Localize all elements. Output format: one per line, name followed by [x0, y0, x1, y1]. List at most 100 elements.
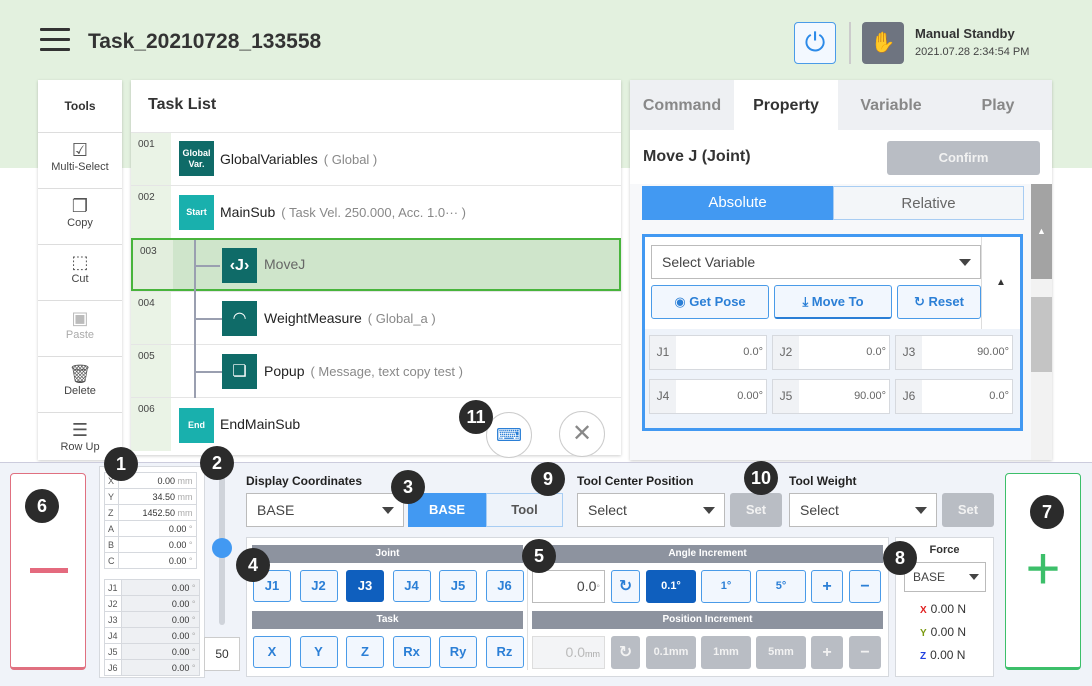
- speed-slider-handle[interactable]: [212, 538, 232, 558]
- position-increment-2-button[interactable]: 5mm: [756, 636, 806, 669]
- force-value: 0.00 N: [930, 625, 967, 639]
- target-icon: ◉: [674, 294, 690, 309]
- joint-field[interactable]: J3 90.00°: [895, 335, 1013, 370]
- multi-select-button[interactable]: ☑ Multi-Select: [38, 132, 122, 188]
- coord-base-button[interactable]: BASE: [408, 493, 486, 527]
- speed-value[interactable]: 50: [204, 637, 240, 671]
- tab-variable[interactable]: Variable: [838, 80, 944, 130]
- row-up-button[interactable]: ☰ Row Up: [38, 412, 122, 468]
- angle-reset-button[interactable]: ↻: [611, 570, 640, 603]
- coord-label: C: [104, 552, 119, 569]
- plus-icon: +: [1025, 535, 1061, 602]
- force-coord-dropdown[interactable]: BASE: [904, 562, 986, 592]
- jog-z-button[interactable]: Z: [346, 636, 384, 668]
- joint-value[interactable]: 90.00°: [854, 390, 886, 402]
- position-increment-1-button[interactable]: 1mm: [701, 636, 751, 669]
- angle-increment-2-button[interactable]: 5°: [756, 570, 806, 603]
- jog-y-button[interactable]: Y: [299, 636, 338, 668]
- joint-value[interactable]: 0.0°: [743, 346, 763, 358]
- coord-label: J6: [104, 659, 122, 676]
- keyboard-button[interactable]: ⌨: [486, 412, 532, 458]
- scroll-up-button[interactable]: ▲: [1031, 184, 1052, 279]
- jog-j6-button[interactable]: J6: [485, 570, 524, 602]
- jog-j5-button[interactable]: J5: [439, 570, 477, 602]
- joint-field[interactable]: J6 0.0°: [895, 379, 1013, 414]
- jog-j4-button[interactable]: J4: [392, 570, 431, 602]
- angle-increment-input[interactable]: 0.0°: [532, 570, 605, 603]
- paste-button[interactable]: ▣ Paste: [38, 300, 122, 356]
- tcp-set-button[interactable]: Set: [730, 493, 782, 527]
- coord-value: 0.00 °: [120, 627, 200, 644]
- get-pose-button[interactable]: ◉ Get Pose: [651, 285, 769, 319]
- move-to-button[interactable]: ⤓ Move To: [774, 285, 892, 319]
- value: 0.00: [171, 598, 190, 609]
- close-button[interactable]: ✕: [559, 411, 605, 457]
- joint-value[interactable]: 90.00°: [977, 346, 1009, 358]
- force-value: 0.00 N: [930, 602, 967, 616]
- position-increment-3-button[interactable]: +: [811, 636, 843, 669]
- gauge-icon: ◠: [222, 301, 257, 336]
- angle-increment-4-button[interactable]: −: [849, 570, 881, 603]
- jog-ry-button[interactable]: Ry: [439, 636, 477, 668]
- joint-field[interactable]: J1 0.0°: [649, 335, 767, 370]
- relative-tab[interactable]: Relative: [833, 186, 1024, 220]
- tab-property[interactable]: Property: [734, 80, 838, 130]
- task-row[interactable]: 002 Start MainSub ( Task Vel. 250.000, Acc.…: [131, 185, 621, 239]
- global-var-icon: Global Var.: [179, 141, 214, 176]
- tool-label: Paste: [65, 329, 95, 341]
- tab-command[interactable]: Command: [630, 80, 734, 130]
- reset-button[interactable]: ↻ Reset: [897, 285, 981, 319]
- scroll-thumb[interactable]: [1031, 297, 1052, 372]
- display-coordinates-dropdown[interactable]: BASE: [246, 493, 404, 527]
- position-increment-4-button[interactable]: −: [849, 636, 881, 669]
- position-increment-input[interactable]: 0.0mm: [532, 636, 605, 669]
- jog-rz-button[interactable]: Rz: [485, 636, 524, 668]
- absolute-tab[interactable]: Absolute: [642, 186, 833, 220]
- joint-coords-table: J1 0.00 ° J2 0.00 ° J3 0.00 ° J4 0.00 ° J5 0.00 °…: [104, 579, 200, 676]
- task-row[interactable]: 001 Global Var. GlobalVariables ( Global ): [131, 132, 621, 186]
- task-row[interactable]: 005 ❏ Popup ( Message, text copy test ): [131, 344, 621, 398]
- tab-play[interactable]: Play: [944, 80, 1052, 130]
- joint-field[interactable]: J4 0.00°: [649, 379, 767, 414]
- jog-j2-button[interactable]: J2: [299, 570, 338, 602]
- tool-weight-dropdown[interactable]: Select: [789, 493, 937, 527]
- value: 1452.50: [142, 507, 175, 518]
- jog-rx-button[interactable]: Rx: [392, 636, 431, 668]
- end-icon: End: [179, 408, 214, 443]
- joint-value[interactable]: 0.0°: [866, 346, 886, 358]
- collapse-button[interactable]: ▲: [981, 237, 1020, 329]
- coord-row: J1 0.00 °: [104, 579, 200, 596]
- jog-j3-button[interactable]: J3: [346, 570, 384, 602]
- scrollbar[interactable]: ▲: [1031, 184, 1052, 460]
- coord-tool-button[interactable]: Tool: [486, 493, 563, 527]
- joint-field[interactable]: J5 90.00°: [772, 379, 890, 414]
- angle-increment-3-button[interactable]: +: [811, 570, 843, 603]
- jog-x-button[interactable]: X: [253, 636, 291, 668]
- joint-value[interactable]: 0.00°: [737, 390, 763, 402]
- confirm-button[interactable]: Confirm: [887, 141, 1040, 175]
- tool-weight-set-button[interactable]: Set: [942, 493, 994, 527]
- angle-increment-0-button[interactable]: 0.1°: [646, 570, 696, 603]
- position-reset-button[interactable]: ↻: [611, 636, 640, 669]
- servo-on-button[interactable]: ⏻: [794, 22, 836, 64]
- divider: [849, 22, 851, 64]
- cut-button[interactable]: ⬚ Cut: [38, 244, 122, 300]
- command-title: Move J (Joint): [643, 148, 751, 165]
- position-increment-0-button[interactable]: 0.1mm: [646, 636, 696, 669]
- task-row-selected[interactable]: 003 ‹J› MoveJ: [131, 238, 621, 291]
- axis-label: Y: [920, 628, 927, 639]
- menu-button[interactable]: [40, 28, 70, 52]
- delete-button[interactable]: 🗑 Delete: [38, 356, 122, 412]
- servo-on-icon: ⏻: [804, 27, 826, 57]
- joint-value[interactable]: 0.0°: [989, 390, 1009, 402]
- task-row[interactable]: 004 ◠ WeightMeasure ( Global_a ): [131, 291, 621, 345]
- task-row[interactable]: 006 End EndMainSub: [131, 397, 621, 451]
- copy-button[interactable]: ❐ Copy: [38, 188, 122, 244]
- unit: °: [188, 555, 193, 566]
- joint-field[interactable]: J2 0.0°: [772, 335, 890, 370]
- unit: mm: [177, 507, 193, 518]
- select-variable-dropdown[interactable]: Select Variable: [651, 245, 981, 279]
- button-label: Move To: [811, 294, 864, 309]
- tcp-dropdown[interactable]: Select: [577, 493, 725, 527]
- angle-increment-1-button[interactable]: 1°: [701, 570, 751, 603]
